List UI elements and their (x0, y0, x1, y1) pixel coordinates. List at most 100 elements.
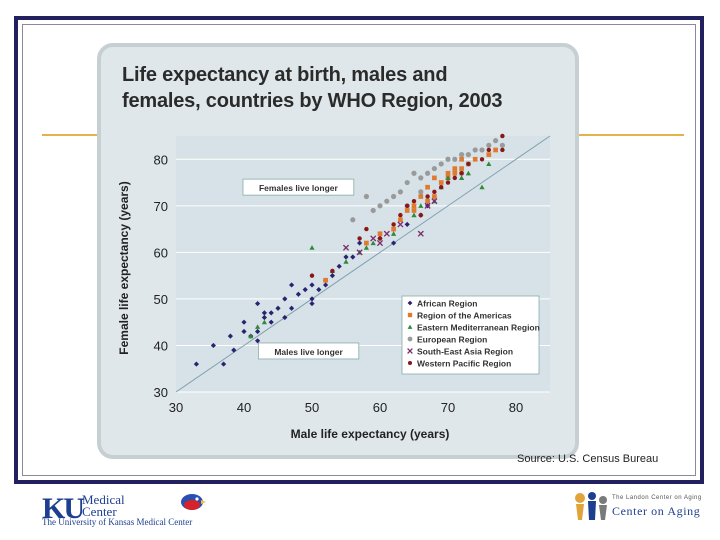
point-s3-11 (431, 165, 437, 172)
point-s3-21 (499, 142, 505, 148)
legend-marker-3 (407, 336, 413, 342)
point-s3-1 (363, 193, 369, 200)
point-s4-3-b (376, 239, 384, 247)
point-s2-1 (255, 324, 261, 329)
aging-logo-main: Center on Aging (612, 504, 701, 518)
point-s2-17 (479, 184, 485, 190)
legend-label-1: Region of the Americas (417, 311, 512, 321)
chart-title-line2: females, countries by WHO Region, 2003 (122, 90, 503, 112)
point-s2-14 (445, 175, 451, 180)
point-s1-19 (459, 156, 464, 162)
point-s1-11 (432, 194, 437, 199)
point-s0-4 (231, 347, 237, 353)
point-s3-15 (459, 152, 465, 158)
annotation-1: Males live longer (257, 342, 360, 360)
y-tick-label-80: 80 (154, 152, 168, 167)
point-s3-24 (418, 189, 424, 195)
people-figures-icon (575, 492, 607, 520)
ku-logo-medical: Medical (82, 492, 125, 507)
jayhawk-icon (181, 494, 206, 510)
ku-logo-subtitle: The University of Kansas Medical Center (42, 517, 193, 527)
point-s1-8 (418, 194, 424, 199)
point-s0-19 (289, 282, 295, 288)
point-s0-28 (329, 273, 335, 279)
legend-label-4: South-East Asia Region (417, 347, 513, 357)
point-s2-7 (363, 245, 369, 250)
point-s1-16 (452, 170, 458, 176)
data-points (193, 133, 505, 367)
point-s3-3 (377, 203, 383, 209)
point-s4-5 (397, 221, 404, 228)
point-s4-8 (431, 198, 438, 205)
x-tick-label-80: 80 (509, 400, 523, 415)
point-s5-18 (486, 147, 492, 153)
point-s0-8 (255, 338, 261, 344)
legend-marker-0 (407, 300, 413, 306)
annotation-box (242, 178, 355, 196)
point-s5-11 (432, 189, 437, 195)
point-s0-25 (316, 287, 322, 293)
annotation-0: Females live longer (242, 178, 355, 196)
point-s4-1 (356, 249, 363, 256)
legend-marker-4-b (407, 348, 413, 354)
point-s0-15 (275, 305, 281, 311)
x-tick-label-70: 70 (441, 400, 455, 415)
point-s0-6 (241, 319, 247, 325)
legend-marker-5 (407, 360, 413, 366)
ku-logo-mark: KU (42, 492, 85, 525)
point-s3-17 (472, 147, 478, 153)
point-s2-2 (261, 319, 267, 325)
annotation-box (257, 342, 360, 360)
point-s1-22 (486, 152, 492, 157)
point-s3-4 (384, 198, 390, 204)
ku-medical-center-logo[interactable]: KU Medical Center The University of Kans… (42, 488, 206, 530)
aging-logo-top-line: The Landon Center on Aging (612, 495, 702, 501)
point-s2-11 (418, 203, 424, 208)
point-s1-23 (493, 147, 498, 153)
point-s4-2 (370, 235, 377, 242)
landon-center-on-aging-logo[interactable]: The Landon Center on Aging Center on Agi… (572, 486, 712, 532)
point-s4-7 (424, 202, 431, 209)
y-tick-label-60: 60 (154, 245, 168, 260)
point-s0-22 (309, 300, 315, 307)
x-axis-label: Male life expectancy (years) (291, 427, 450, 441)
ku-logo-wordmark: Medical Center (82, 492, 125, 518)
point-s5-17 (479, 157, 485, 162)
point-s5-8 (411, 198, 417, 204)
point-s2-5 (343, 259, 349, 264)
point-s3-10 (425, 170, 431, 176)
point-s1-9 (425, 198, 430, 204)
legend-marker-2 (407, 324, 413, 329)
point-s0-13 (268, 319, 274, 325)
point-s0-18 (289, 305, 295, 311)
point-s4-4-b (383, 230, 390, 237)
point-s0-3 (227, 333, 233, 339)
point-s5-3 (364, 226, 369, 232)
point-s0-9 (255, 328, 261, 335)
point-s1-10 (425, 184, 430, 190)
point-s5-10 (425, 194, 430, 199)
point-s0-32 (357, 240, 363, 246)
point-s4-6-b (417, 230, 424, 237)
equality-line (175, 135, 551, 393)
point-s0-12 (261, 310, 267, 316)
point-s0-2 (221, 361, 227, 367)
point-s3-6 (397, 189, 403, 195)
point-s0-29 (336, 263, 342, 269)
annotation-text: Males live longer (274, 347, 343, 357)
point-s3-9 (418, 175, 424, 181)
point-s0-16 (282, 296, 288, 302)
legend-marker-1 (407, 312, 413, 318)
point-s1-12 (432, 175, 437, 181)
point-s1-5 (404, 208, 410, 213)
point-s5-2 (357, 236, 362, 241)
point-s1-3 (391, 226, 396, 232)
point-s4-1-b (356, 249, 363, 256)
point-s3-13 (445, 156, 451, 162)
point-s4-3 (376, 239, 384, 247)
point-s3-20 (493, 138, 499, 144)
point-s0-30 (343, 254, 349, 260)
point-s5-9 (418, 212, 424, 218)
y-tick-label-50: 50 (154, 292, 168, 307)
